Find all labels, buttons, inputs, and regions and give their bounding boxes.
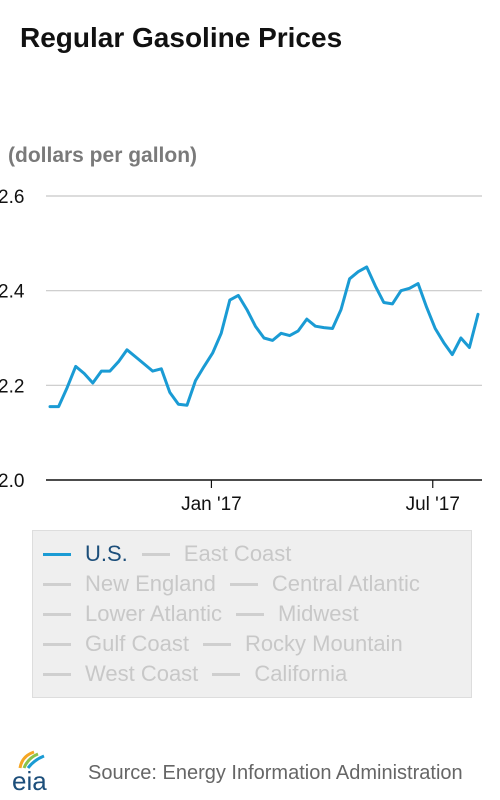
legend-label: U.S. [85,541,128,566]
legend-panel: U.S. East Coast New England Central Atlanti… [32,530,472,698]
footer: eia Source: Energy Information Administr… [0,740,500,800]
series-line-us [48,265,480,409]
legend-label: Central Atlantic [271,571,420,596]
line-chart: 2.0 2.2 2.4 2.6 Jan '17 Jul '17 [0,187,482,515]
units-label: (dollars per gallon) [8,144,198,167]
legend-item[interactable]: East Coast [141,541,292,567]
legend-swatch [43,582,71,586]
legend-label: California [254,661,348,686]
legend-swatch [43,612,71,616]
eia-logo-icon: eia [12,750,47,796]
legend-label: Gulf Coast [85,631,189,656]
legend-label: Rocky Mountain [244,631,403,656]
legend-label: Midwest [277,601,359,626]
y-tick-label: 2.6 [0,187,24,208]
y-tick-label: 2.2 [0,376,24,397]
legend-swatch [212,672,241,676]
legend-row: Lower Atlantic Midwest [43,599,373,629]
legend-item[interactable]: Lower Atlantic [43,601,222,627]
x-tick-label: Jan '17 [181,494,242,515]
legend-row: Gulf Coast Rocky Mountain [43,629,417,659]
legend-label: Lower Atlantic [85,601,222,626]
legend-row: West Coast California [43,659,361,689]
legend-item[interactable]: New England [43,571,216,597]
legend-swatch [141,552,170,556]
legend-swatch [235,612,264,616]
legend-item[interactable]: Central Atlantic [229,571,420,597]
legend-swatch [43,552,71,556]
legend-item[interactable]: Rocky Mountain [202,631,403,657]
x-tick-label: Jul '17 [406,494,460,515]
legend-label: New England [85,571,216,596]
legend-item[interactable]: Gulf Coast [43,631,189,657]
legend-item[interactable]: U.S. [43,541,128,567]
logo-text: eia [12,766,47,796]
chart-title: Regular Gasoline Prices [20,22,343,53]
legend-swatch [43,642,71,646]
legend-item[interactable]: Midwest [235,601,359,627]
legend-swatch [202,642,231,646]
legend-label: West Coast [85,661,199,686]
legend-item[interactable]: West Coast [43,661,198,687]
legend-item[interactable]: California [212,661,347,687]
legend-label: East Coast [183,541,292,566]
legend-swatch [229,582,258,586]
y-tick-label: 2.4 [0,282,25,303]
legend-row: U.S. East Coast [43,539,305,569]
legend-row: New England Central Atlantic [43,569,434,599]
legend-swatch [43,672,71,676]
source-text: Source: Energy Information Administratio… [88,762,463,784]
y-tick-label: 2.0 [0,471,24,492]
